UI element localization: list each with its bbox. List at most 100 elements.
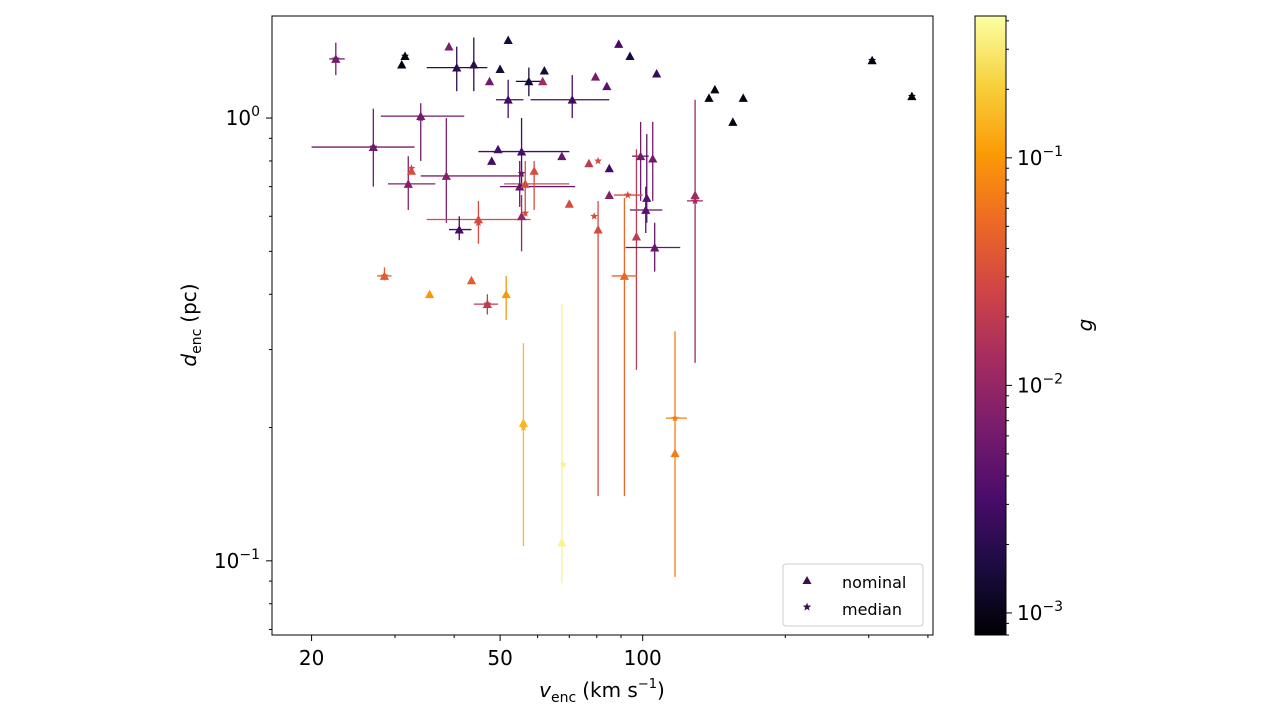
nominal-point [625,51,635,61]
nominal-point [529,166,539,175]
y-label-main: d [177,354,201,367]
x-label-main: v [539,678,552,702]
median-point [559,460,568,468]
median-point [519,423,528,431]
median-point [517,169,526,177]
nominal-point [539,65,549,75]
nominal-point [493,144,503,154]
x-tick-label: 50 [487,646,512,670]
y-label-sub: enc [189,329,205,354]
colorbar-tick-label: 10−3 [1017,599,1063,625]
nominal-point [710,84,720,94]
colorbar-tick-exponent: −1 [1042,144,1063,160]
nominal-point [515,182,525,191]
nominal-point [614,39,624,48]
colorbar-tick-base: 10 [1017,373,1042,397]
nominal-point [503,35,513,44]
nominal-point [516,146,527,156]
nominal-point [557,537,567,547]
median-point [521,208,530,217]
colorbar-ticks: 10−310−210−1 [1006,20,1063,636]
legend-median-label: median [842,600,902,619]
colorbar-tick-base: 10 [1017,146,1042,170]
legend-nominal-label: nominal [842,573,906,592]
nominal-point [584,158,594,168]
median-point [483,299,492,308]
nominal-point [452,62,462,72]
nominal-point [648,153,658,163]
y-tick-label: 100 [226,104,260,130]
nominal-point [590,72,601,81]
nominal-point [593,224,603,234]
x-label-unit-sup: −1 [638,677,657,692]
nominal-point [650,242,660,252]
nominal-point [406,166,417,175]
nominal-point [738,93,748,102]
x-label-sub: enc [551,690,576,706]
colorbar-gradient [974,15,1007,636]
colorbar-tick-exponent: −3 [1042,599,1063,615]
colorbar: 10−310−210−1 g [974,15,1097,636]
nominal-point [567,95,577,104]
colorbar-tick-base: 10 [1017,601,1042,625]
median-point [590,212,599,220]
nominal-point [564,199,574,208]
median-point [623,190,632,199]
y-tick-base: 10 [226,106,251,130]
nominal-point [602,81,612,91]
nominal-point [454,224,464,234]
median-point [868,56,877,64]
nominal-point [690,190,700,199]
colorbar-label: g [1073,319,1097,332]
y-axis-label: denc (pc) [177,283,205,366]
median-point [401,51,410,60]
legend-star-marker [802,602,812,611]
median-point [416,113,425,122]
nominal-point [469,60,479,69]
colorbar-tick-label: 10−1 [1017,144,1063,170]
colorbar-tick-exponent: −2 [1042,371,1063,387]
median-point [671,413,679,422]
legend-triangle-marker [802,576,812,584]
y-tick-exponent: −1 [239,547,260,563]
x-label-unit: (km s [582,678,638,702]
x-label-unit-close: ) [657,678,665,702]
nominal-point [466,275,477,285]
median-point [594,156,603,165]
median-point [474,218,483,227]
y-tick-label: 10−1 [214,547,260,573]
nominal-point [487,156,497,165]
median-point [691,196,700,205]
nominal-point [444,41,454,51]
nominal-point [397,60,407,69]
x-tick-label: 20 [299,646,324,670]
y-tick-exponent: 0 [251,104,260,120]
nominal-point [641,205,651,214]
nominal-point [604,190,614,199]
median-point [907,92,916,100]
legend: nominal median [782,563,924,627]
y-label-unit: (pc) [177,283,201,322]
median-point [407,164,416,172]
nominal-point [524,76,534,86]
nominal-point [652,68,662,78]
nominal-point [441,171,451,180]
plot-area [271,15,934,636]
median-point [369,142,378,151]
nominal-point [484,76,495,86]
x-axis-ticks: 20 50 100 [299,635,929,670]
nominal-point [501,289,511,299]
y-tick-base: 10 [214,549,239,573]
colorbar-tick-label: 10−2 [1017,371,1063,397]
nominal-point [403,179,413,188]
x-tick-label: 100 [624,646,662,670]
legend-box [782,563,924,627]
nominal-point [636,151,646,161]
median-point [380,271,389,280]
median-point [331,54,340,63]
nominal-point [631,231,642,241]
nominal-point [518,418,529,427]
nominal-point [520,179,530,188]
x-axis-label: venc (km s−1) [539,677,665,706]
